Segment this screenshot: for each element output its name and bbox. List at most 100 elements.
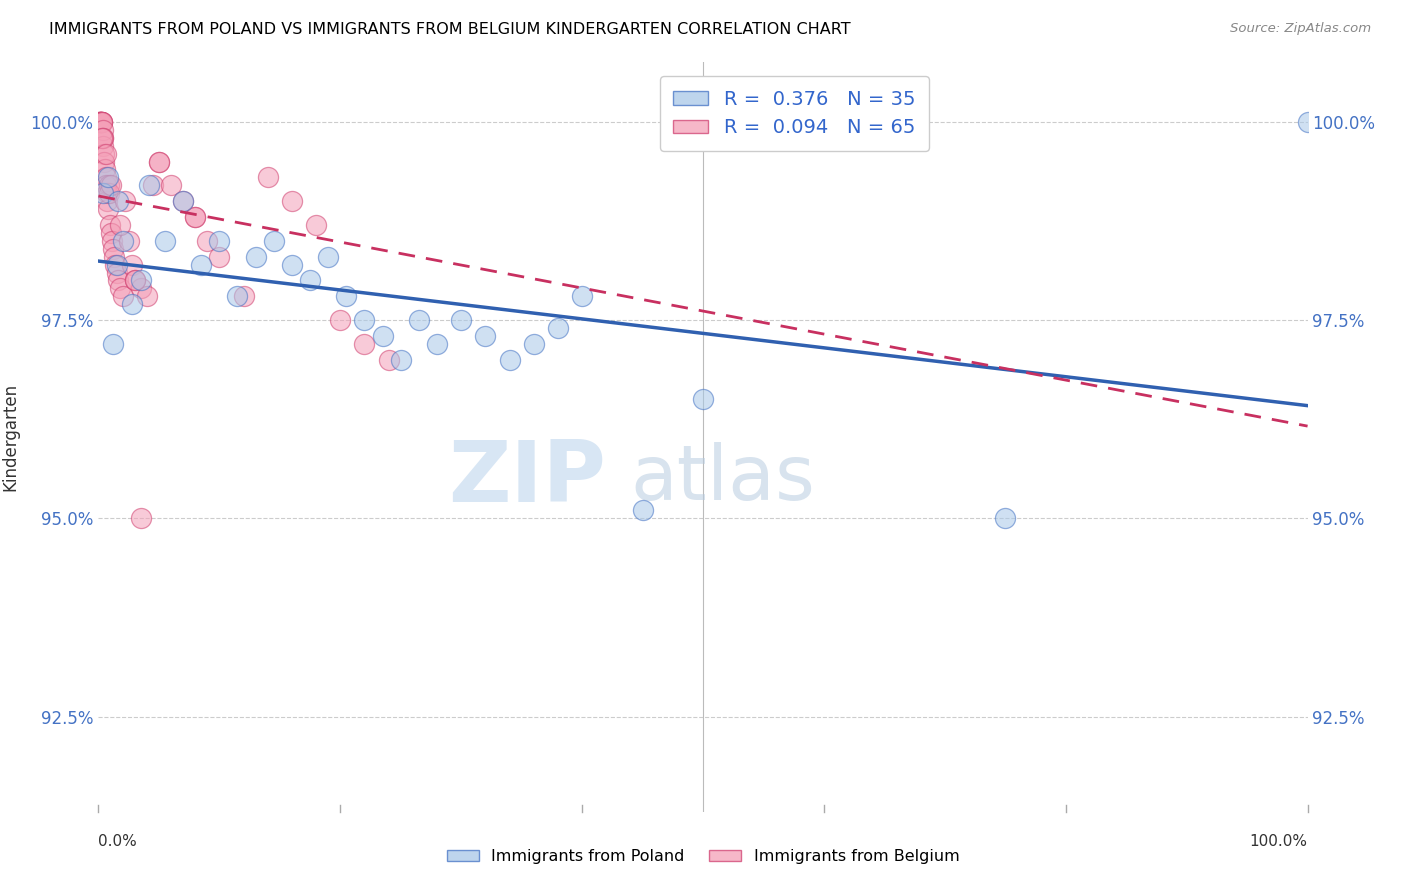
Point bbox=[226, 289, 249, 303]
Point bbox=[90, 115, 112, 129]
Point bbox=[111, 234, 134, 248]
Point bbox=[571, 289, 593, 303]
Legend: R =  0.376   N = 35, R =  0.094   N = 65: R = 0.376 N = 35, R = 0.094 N = 65 bbox=[659, 76, 929, 151]
Text: 0.0%: 0.0% bbox=[98, 834, 138, 849]
Point bbox=[87, 115, 110, 129]
Point bbox=[172, 194, 194, 209]
Point bbox=[299, 273, 322, 287]
Point bbox=[98, 186, 121, 201]
Point bbox=[97, 178, 120, 193]
Point bbox=[208, 234, 231, 248]
Text: IMMIGRANTS FROM POLAND VS IMMIGRANTS FROM BELGIUM KINDERGARTEN CORRELATION CHART: IMMIGRANTS FROM POLAND VS IMMIGRANTS FRO… bbox=[49, 22, 851, 37]
Point bbox=[142, 178, 165, 193]
Point bbox=[371, 329, 394, 343]
Point bbox=[190, 258, 212, 272]
Point bbox=[129, 281, 152, 295]
Point bbox=[91, 130, 114, 145]
Point bbox=[129, 511, 152, 525]
Point bbox=[450, 313, 472, 327]
Point bbox=[281, 258, 304, 272]
Point bbox=[124, 273, 146, 287]
Point bbox=[692, 392, 714, 407]
Point bbox=[316, 250, 339, 264]
Point bbox=[129, 273, 152, 287]
Point bbox=[108, 281, 131, 295]
Point bbox=[547, 321, 569, 335]
Point bbox=[104, 258, 127, 272]
Point bbox=[91, 115, 114, 129]
Y-axis label: Kindergarten: Kindergarten bbox=[1, 383, 20, 491]
Point bbox=[91, 186, 114, 201]
Point bbox=[103, 250, 125, 264]
Point bbox=[389, 352, 412, 367]
Point bbox=[329, 313, 352, 327]
Point bbox=[474, 329, 496, 343]
Point bbox=[256, 170, 278, 185]
Point bbox=[160, 178, 183, 193]
Point bbox=[138, 178, 160, 193]
Point bbox=[124, 273, 146, 287]
Point bbox=[281, 194, 304, 209]
Point bbox=[93, 130, 115, 145]
Point bbox=[184, 210, 207, 224]
Point bbox=[111, 289, 134, 303]
Point bbox=[105, 266, 128, 280]
Point bbox=[90, 115, 112, 129]
Point bbox=[100, 234, 122, 248]
Point bbox=[90, 115, 112, 129]
Point bbox=[91, 138, 114, 153]
Point bbox=[498, 352, 520, 367]
Point bbox=[195, 234, 218, 248]
Point bbox=[335, 289, 357, 303]
Text: ZIP: ZIP bbox=[449, 437, 606, 520]
Point bbox=[692, 130, 714, 145]
Point bbox=[89, 115, 111, 129]
Point bbox=[121, 297, 143, 311]
Point bbox=[353, 337, 375, 351]
Point bbox=[94, 170, 117, 185]
Point bbox=[631, 503, 654, 517]
Point bbox=[93, 146, 115, 161]
Point bbox=[121, 258, 143, 272]
Point bbox=[96, 186, 118, 201]
Text: 100.0%: 100.0% bbox=[1250, 834, 1308, 849]
Point bbox=[108, 218, 131, 232]
Point bbox=[148, 154, 170, 169]
Point bbox=[153, 234, 176, 248]
Point bbox=[94, 146, 117, 161]
Point bbox=[245, 250, 267, 264]
Point bbox=[90, 115, 112, 129]
Point bbox=[353, 313, 375, 327]
Point bbox=[105, 258, 128, 272]
Point bbox=[101, 337, 124, 351]
Point bbox=[100, 178, 122, 193]
Point bbox=[97, 202, 120, 216]
Point bbox=[994, 511, 1017, 525]
Point bbox=[1296, 115, 1319, 129]
Point bbox=[101, 242, 124, 256]
Point bbox=[148, 154, 170, 169]
Point bbox=[408, 313, 430, 327]
Point bbox=[94, 162, 117, 177]
Point bbox=[89, 115, 111, 129]
Point bbox=[107, 273, 129, 287]
Point bbox=[114, 194, 136, 209]
Point bbox=[96, 194, 118, 209]
Legend: Immigrants from Poland, Immigrants from Belgium: Immigrants from Poland, Immigrants from … bbox=[440, 843, 966, 871]
Point bbox=[91, 123, 114, 137]
Point bbox=[90, 115, 112, 129]
Point bbox=[184, 210, 207, 224]
Point bbox=[107, 194, 129, 209]
Point bbox=[96, 178, 118, 193]
Point bbox=[523, 337, 546, 351]
Point bbox=[377, 352, 399, 367]
Point bbox=[89, 115, 111, 129]
Point bbox=[97, 170, 120, 185]
Point bbox=[232, 289, 254, 303]
Point bbox=[208, 250, 231, 264]
Point bbox=[305, 218, 328, 232]
Text: atlas: atlas bbox=[630, 442, 815, 516]
Point bbox=[91, 130, 114, 145]
Point bbox=[98, 218, 121, 232]
Text: Source: ZipAtlas.com: Source: ZipAtlas.com bbox=[1230, 22, 1371, 36]
